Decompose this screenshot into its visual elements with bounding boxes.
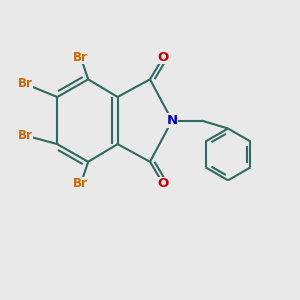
Text: N: N xyxy=(167,114,178,127)
Text: Br: Br xyxy=(74,51,88,64)
Text: O: O xyxy=(158,177,169,190)
Text: Br: Br xyxy=(17,77,32,90)
Text: Br: Br xyxy=(74,177,88,190)
Text: Br: Br xyxy=(17,129,32,142)
Text: O: O xyxy=(158,51,169,64)
